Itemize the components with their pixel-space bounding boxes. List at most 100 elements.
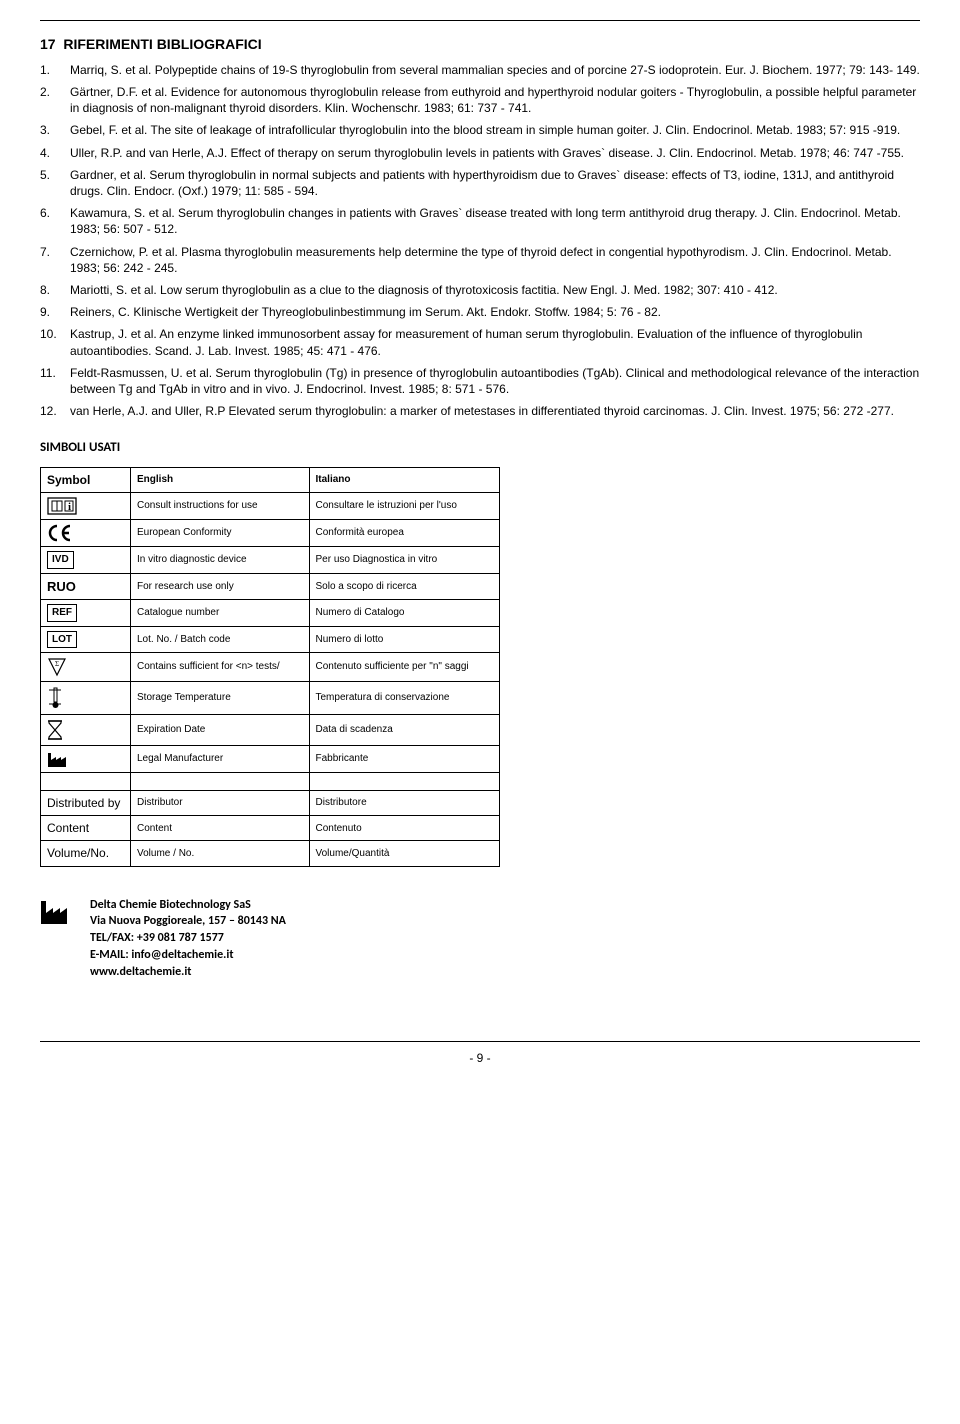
- reference-item: 12.van Herle, A.J. and Uller, R.P Elevat…: [40, 403, 920, 419]
- section-heading: 17 RIFERIMENTI BIBLIOGRAFICI: [40, 35, 920, 54]
- footer: - 9 -: [40, 1041, 920, 1066]
- italiano-cell: Conformità europea: [309, 520, 500, 547]
- reference-text: Kastrup, J. et al. An enzyme linked immu…: [70, 327, 862, 357]
- english-cell: Contains sufficient for <n> tests/: [131, 653, 310, 682]
- ref-icon: REF: [47, 604, 77, 622]
- italiano-cell: Volume/Quantità: [309, 841, 500, 866]
- hourglass-icon: [47, 719, 63, 741]
- page-number: - 9 -: [40, 1050, 920, 1066]
- table-row: Distributed byDistributorDistributore: [41, 791, 500, 816]
- symbol-text-cell: Content: [41, 816, 131, 841]
- ivd-icon: IVD: [47, 551, 74, 569]
- italiano-cell: Distributore: [309, 791, 500, 816]
- symbol-cell: Σ: [41, 653, 131, 682]
- reference-number: 12.: [40, 403, 57, 419]
- english-cell: Expiration Date: [131, 715, 310, 746]
- italiano-cell: Consultare le istruzioni per l'uso: [309, 493, 500, 520]
- english-cell: European Conformity: [131, 520, 310, 547]
- ruo-icon: RUO: [47, 578, 76, 596]
- mfr-address: Via Nuova Poggioreale, 157 – 80143 NA: [90, 913, 286, 930]
- reference-item: 2. Gärtner, D.F. et al. Evidence for auto…: [40, 84, 920, 116]
- reference-number: 11.: [40, 365, 56, 381]
- svg-text:Σ: Σ: [55, 660, 59, 668]
- reference-text: Czernichow, P. et al. Plasma thyroglobul…: [70, 245, 892, 275]
- manufacturer-text: Delta Chemie Biotechnology SaS Via Nuova…: [90, 897, 286, 981]
- mfr-tel: TEL/FAX: +39 081 787 1577: [90, 930, 286, 947]
- symbol-cell: [41, 682, 131, 715]
- reference-text: Uller, R.P. and van Herle, A.J. Effect o…: [70, 146, 904, 160]
- symbol-cell: [41, 520, 131, 547]
- reference-number: 8.: [40, 282, 50, 298]
- reference-number: 10.: [40, 326, 57, 342]
- reference-text: Marriq, S. et al. Polypeptide chains of …: [70, 63, 920, 77]
- mfr-email: E-MAIL: info@deltachemie.it: [90, 947, 286, 964]
- table-header-row: Symbol English Italiano: [41, 467, 500, 492]
- english-cell: Legal Manufacturer: [131, 746, 310, 773]
- symbols-table: Symbol English Italiano i Consult instruc…: [40, 467, 500, 867]
- ce-icon: [47, 524, 73, 542]
- italiano-cell: Fabbricante: [309, 746, 500, 773]
- reference-text: Feldt-Rasmussen, U. et al. Serum thyrogl…: [70, 366, 919, 396]
- section-title-text: RIFERIMENTI BIBLIOGRAFICI: [63, 36, 261, 52]
- english-cell: Catalogue number: [131, 600, 310, 627]
- reference-number: 2.: [40, 84, 50, 100]
- factory-icon: [47, 750, 71, 768]
- table-row: Volume/No.Volume / No.Volume/Quantità: [41, 841, 500, 866]
- symbol-cell: [41, 715, 131, 746]
- table-row: IVD In vitro diagnostic devicePer uso Dia…: [41, 547, 500, 574]
- reference-item: 4. Uller, R.P. and van Herle, A.J. Effect…: [40, 145, 920, 161]
- reference-item: 7.Czernichow, P. et al. Plasma thyroglob…: [40, 244, 920, 276]
- table-row: Legal ManufacturerFabbricante: [41, 746, 500, 773]
- english-cell: Content: [131, 816, 310, 841]
- reference-number: 5.: [40, 167, 50, 183]
- italiano-cell: Temperatura di conservazione: [309, 682, 500, 715]
- table-row: Expiration DateData di scadenza: [41, 715, 500, 746]
- bottom-rule: [40, 1041, 920, 1042]
- italiano-cell: Data di scadenza: [309, 715, 500, 746]
- italiano-cell: Contenuto: [309, 816, 500, 841]
- symbol-cell: i: [41, 493, 131, 520]
- reference-text: Mariotti, S. et al. Low serum thyroglobu…: [70, 283, 778, 297]
- symbol-text-cell: Volume/No.: [41, 841, 131, 866]
- manual-icon: i: [47, 497, 77, 515]
- top-rule: [40, 20, 920, 21]
- col-english: English: [131, 467, 310, 492]
- reference-item: 11. Feldt-Rasmussen, U. et al. Serum thyr…: [40, 365, 920, 397]
- italiano-cell: Contenuto sufficiente per "n" saggi: [309, 653, 500, 682]
- symbols-heading: SIMBOLI USATI: [40, 439, 920, 457]
- english-cell: In vitro diagnostic device: [131, 547, 310, 574]
- symbol-text-cell: Distributed by: [41, 791, 131, 816]
- col-symbol: Symbol: [41, 467, 131, 492]
- table-row: RUOFor research use onlySolo a scopo di …: [41, 573, 500, 600]
- table-row: REF Catalogue numberNumero di Catalogo: [41, 600, 500, 627]
- reference-item: 10. Kastrup, J. et al. An enzyme linked i…: [40, 326, 920, 358]
- english-cell: Consult instructions for use: [131, 493, 310, 520]
- reference-item: 5.Gardner, et al. Serum thyroglobulin in…: [40, 167, 920, 199]
- table-row: i Consult instructions for useConsultare …: [41, 493, 500, 520]
- reference-text: Kawamura, S. et al. Serum thyroglobulin …: [70, 206, 901, 236]
- reference-list: 1.Marriq, S. et al. Polypeptide chains o…: [40, 62, 920, 419]
- symbol-cell: LOT: [41, 626, 131, 653]
- english-cell: Distributor: [131, 791, 310, 816]
- italiano-cell: Solo a scopo di ricerca: [309, 573, 500, 600]
- factory-icon: [40, 897, 74, 925]
- mfr-name: Delta Chemie Biotechnology SaS: [90, 897, 286, 914]
- table-row: European ConformityConformità europea: [41, 520, 500, 547]
- reference-item: 6.Kawamura, S. et al. Serum thyroglobuli…: [40, 205, 920, 237]
- english-cell: Lot. No. / Batch code: [131, 626, 310, 653]
- thermometer-icon: [47, 686, 67, 710]
- table-row: Σ Contains sufficient for <n> tests/Conte…: [41, 653, 500, 682]
- manufacturer-block: Delta Chemie Biotechnology SaS Via Nuova…: [40, 897, 920, 981]
- mfr-web: www.deltachemie.it: [90, 964, 286, 981]
- col-italiano: Italiano: [309, 467, 500, 492]
- reference-number: 9.: [40, 304, 50, 320]
- italiano-cell: Numero di Catalogo: [309, 600, 500, 627]
- english-cell: Volume / No.: [131, 841, 310, 866]
- reference-item: 3.Gebel, F. et al. The site of leakage o…: [40, 122, 920, 138]
- symbol-cell: IVD: [41, 547, 131, 574]
- reference-number: 4.: [40, 145, 50, 161]
- reference-text: Gärtner, D.F. et al. Evidence for autono…: [70, 85, 916, 115]
- reference-item: 1.Marriq, S. et al. Polypeptide chains o…: [40, 62, 920, 78]
- italiano-cell: Per uso Diagnostica in vitro: [309, 547, 500, 574]
- section-number: 17: [40, 36, 56, 52]
